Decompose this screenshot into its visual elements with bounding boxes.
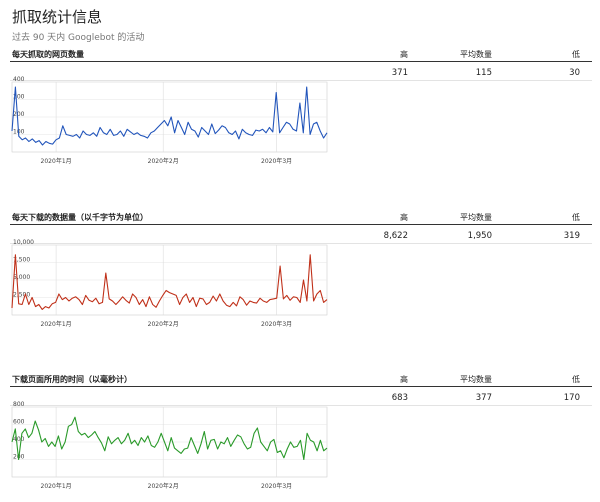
x-tick-label: 2020年2月	[148, 482, 179, 490]
y-tick-label: 7,500	[13, 257, 30, 264]
header-divider	[10, 386, 592, 387]
x-tick-label: 2020年2月	[148, 320, 179, 328]
y-tick-label: 10,000	[13, 239, 34, 246]
value-avg: 1,950	[467, 231, 492, 241]
y-tick-label: 200	[13, 111, 25, 118]
y-tick-label: 600	[13, 419, 25, 426]
value-low: 319	[563, 231, 580, 241]
value-high: 371	[391, 68, 408, 78]
series-line	[11, 416, 328, 461]
section-title: 每天抓取的网页数量	[12, 50, 84, 59]
x-tick-label: 2020年1月	[41, 157, 72, 165]
col-header-low: 低	[572, 50, 580, 59]
series-line	[11, 254, 328, 310]
section-title: 每天下载的数据量（以千字节为单位）	[12, 213, 148, 222]
y-tick-label: 5,000	[13, 274, 30, 281]
col-header-high: 高	[400, 213, 408, 222]
section-title: 下载页面所用的时间（以毫秒计）	[12, 375, 132, 384]
col-header-low: 低	[572, 213, 580, 222]
page-subtitle: 过去 90 天内 Googlebot 的活动	[12, 33, 145, 43]
row-divider	[10, 80, 592, 81]
col-header-low: 低	[572, 375, 580, 384]
downloaded-kb-section: 每天下载的数据量（以千字节为单位） 高 平均数量 低 8,622 1,950 3…	[0, 207, 600, 337]
row-divider	[10, 243, 592, 244]
y-tick-label: 2,500	[13, 292, 30, 299]
header-divider	[10, 61, 592, 62]
y-tick-label: 400	[13, 76, 25, 83]
downloaded-kb-chart: 10,000 7,500 5,000 2,500 2020年1月 2020年2月 2020年…	[11, 239, 328, 328]
col-header-avg: 平均数量	[460, 213, 492, 222]
x-tick-label: 2020年2月	[148, 157, 179, 165]
value-low: 170	[563, 393, 580, 403]
col-header-high: 高	[400, 50, 408, 59]
value-low: 30	[569, 68, 580, 78]
crawled-pages-section: 每天抓取的网页数量 高 平均数量 低 371 115 30 400 300 200 1…	[0, 44, 600, 174]
x-tick-label: 2020年3月	[261, 320, 292, 328]
value-high: 8,622	[383, 231, 408, 241]
value-high: 683	[391, 393, 408, 403]
x-tick-label: 2020年1月	[41, 320, 72, 328]
x-tick-label: 2020年3月	[261, 482, 292, 490]
download-time-section: 下载页面所用的时间（以毫秒计） 高 平均数量 低 683 377 170 800…	[0, 369, 600, 499]
x-tick-label: 2020年1月	[41, 482, 72, 490]
y-tick-label: 400	[13, 436, 25, 443]
col-header-avg: 平均数量	[460, 375, 492, 384]
row-divider	[10, 405, 592, 406]
x-tick-label: 2020年3月	[261, 157, 292, 165]
series-line	[11, 86, 328, 146]
y-tick-label: 300	[13, 94, 25, 101]
col-header-high: 高	[400, 375, 408, 384]
header-divider	[10, 224, 592, 225]
value-avg: 115	[475, 68, 492, 78]
page-title: 抓取统计信息	[12, 8, 103, 26]
y-tick-label: 800	[13, 401, 25, 408]
value-avg: 377	[475, 393, 492, 403]
col-header-avg: 平均数量	[460, 50, 492, 59]
